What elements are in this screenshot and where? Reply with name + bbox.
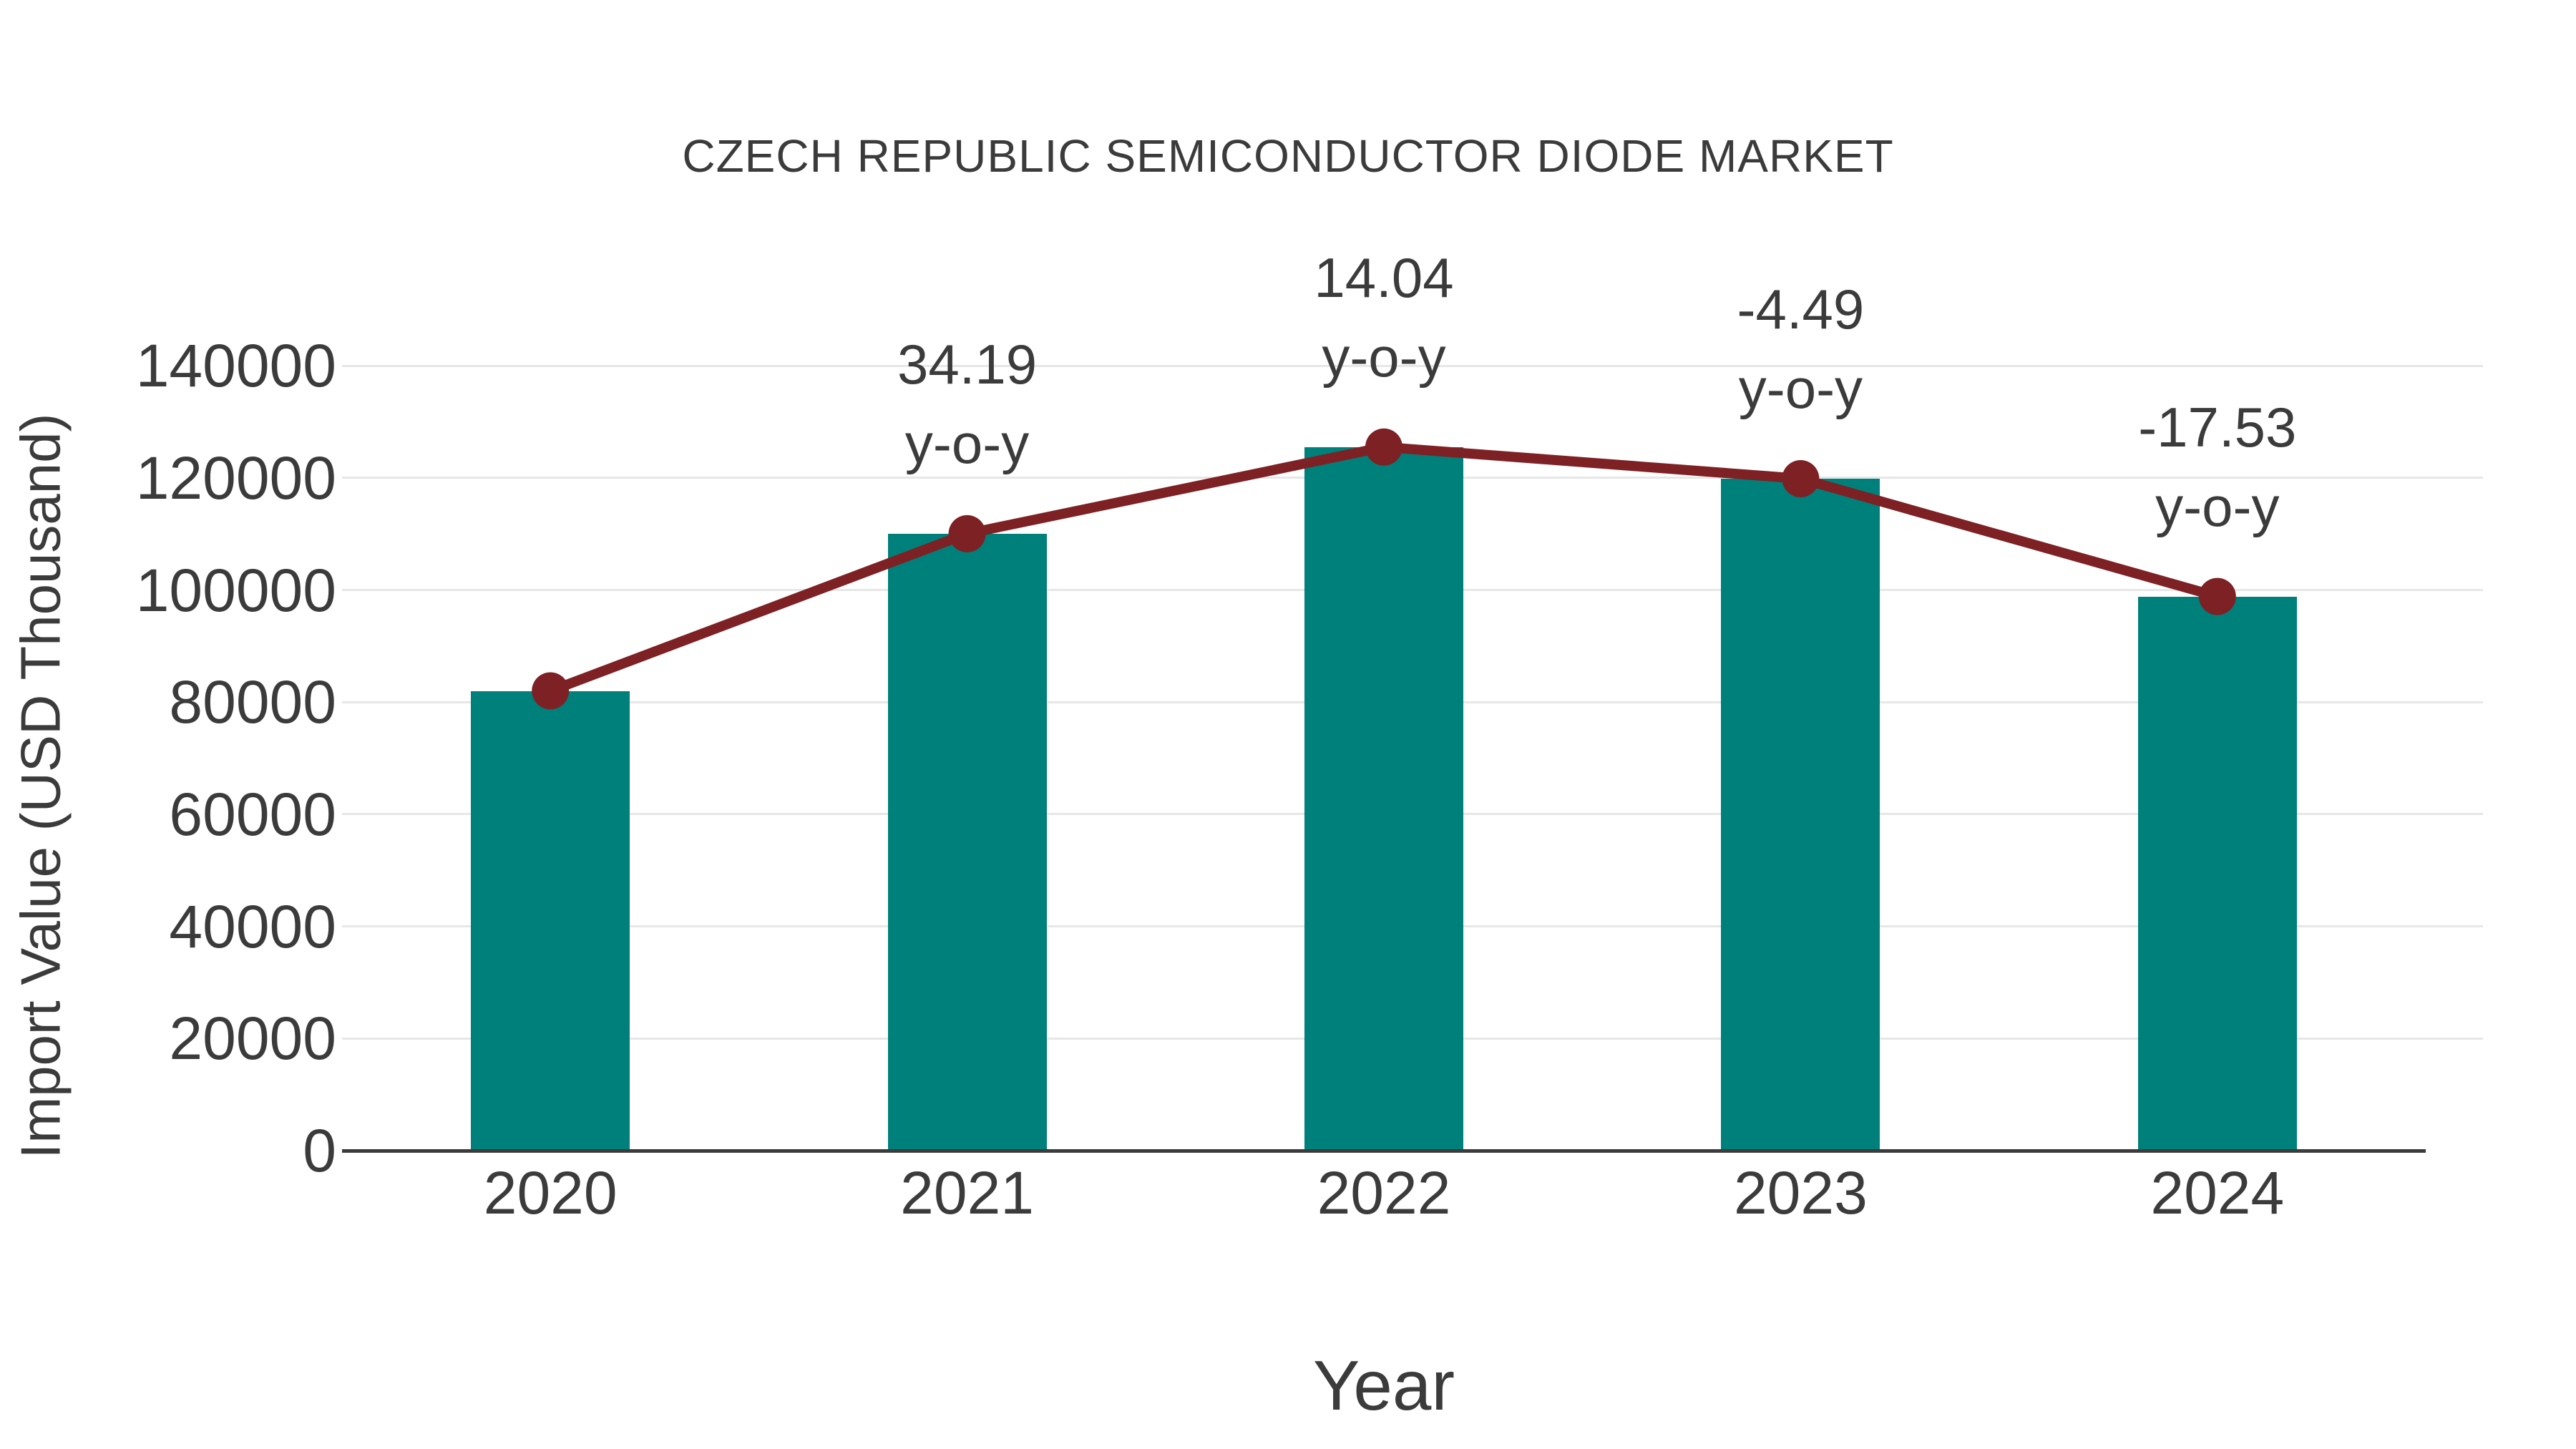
line-marker-2024 (2198, 577, 2236, 615)
y-tick-label-60000: 60000 (169, 780, 336, 848)
annotation-value: -17.53 (2138, 395, 2297, 459)
annotation-2021: 34.19 y-o-y (781, 325, 1153, 484)
bar-2022 (1304, 447, 1463, 1151)
annotation-2023: -4.49 y-o-y (1614, 270, 1986, 429)
annotation-2022: 14.04 y-o-y (1198, 238, 1570, 397)
line-marker-2023 (1782, 459, 1820, 497)
annotation-value: -4.49 (1737, 277, 1865, 341)
y-tick-label-140000: 140000 (135, 332, 336, 400)
y-tick-label-80000: 80000 (169, 668, 336, 736)
annotation-value: 34.19 (897, 332, 1038, 396)
annotation-2024: -17.53 y-o-y (2031, 388, 2404, 547)
line-marker-2022 (1365, 428, 1402, 466)
y-tick-label-20000: 20000 (169, 1005, 336, 1073)
bar-2021 (887, 533, 1047, 1151)
y-tick-label-120000: 120000 (135, 444, 336, 512)
annotation-suffix: y-o-y (2155, 474, 2280, 538)
annotation-suffix: y-o-y (904, 411, 1030, 475)
y-tick-label-40000: 40000 (169, 892, 336, 960)
annotation-suffix: y-o-y (1738, 356, 1863, 420)
line-marker-2020 (532, 672, 570, 710)
annotation-suffix: y-o-y (1322, 325, 1446, 389)
x-axis-title: Year (1312, 1346, 1455, 1425)
x-tick-label-2022: 2022 (1317, 1159, 1451, 1226)
x-tick-label-2024: 2024 (2150, 1159, 2285, 1226)
bar-2020 (471, 691, 630, 1151)
chart-title: CZECH REPUBLIC SEMICONDUCTOR DIODE MARKE… (682, 130, 1894, 182)
x-axis-line (342, 1148, 2426, 1153)
bar-2024 (2137, 596, 2297, 1151)
bar-2023 (1721, 478, 1880, 1151)
y-tick-label-0: 0 (303, 1117, 336, 1184)
x-tick-label-2023: 2023 (1733, 1159, 1868, 1226)
line-path (548, 441, 2219, 696)
x-tick-label-2021: 2021 (900, 1159, 1035, 1226)
line-marker-2021 (948, 514, 986, 552)
gridline-140000 (342, 364, 2483, 367)
x-tick-label-2020: 2020 (483, 1159, 618, 1226)
y-tick-label-100000: 100000 (135, 556, 336, 624)
annotation-value: 14.04 (1314, 245, 1454, 309)
